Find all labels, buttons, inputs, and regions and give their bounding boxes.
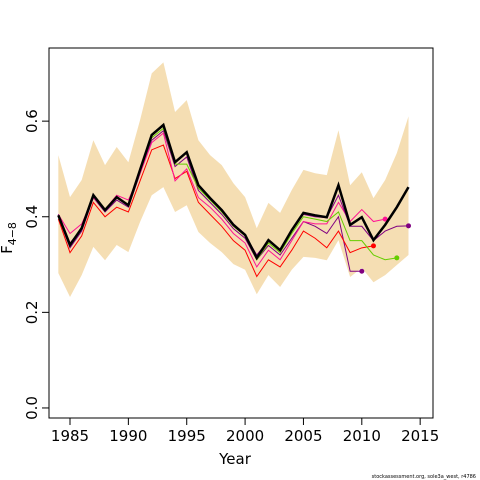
y-tick-label: 0.2 <box>23 300 41 324</box>
y-axis-label: F4−8 <box>0 222 19 254</box>
x-tick-label: 2005 <box>284 427 322 445</box>
end-point <box>394 255 400 261</box>
footnote: stockassessment.org, sole3a_west, r4786 <box>372 474 476 480</box>
x-tick-label: 2010 <box>343 427 381 445</box>
end-point <box>405 223 411 229</box>
x-tick-label: 1990 <box>109 427 147 445</box>
series-line <box>57 144 374 278</box>
x-tick-label: 2000 <box>226 427 264 445</box>
x-tick-label: 2015 <box>401 427 439 445</box>
x-axis-label: Year <box>218 450 252 468</box>
y-label-main: F <box>0 245 16 254</box>
end-point <box>382 216 388 222</box>
x-tick-label: 1985 <box>51 427 89 445</box>
end-point <box>370 243 376 249</box>
series-line <box>57 129 362 272</box>
y-tick-label: 0.6 <box>23 109 41 133</box>
y-label-sub: 4−8 <box>6 222 19 245</box>
end-point <box>359 268 365 274</box>
y-tick-label: 0.0 <box>23 396 41 420</box>
series-line <box>57 122 410 261</box>
y-tick-label: 0.4 <box>23 205 41 229</box>
plot-frame <box>48 47 434 419</box>
x-tick-label: 1995 <box>168 427 206 445</box>
confidence-band <box>58 62 409 298</box>
